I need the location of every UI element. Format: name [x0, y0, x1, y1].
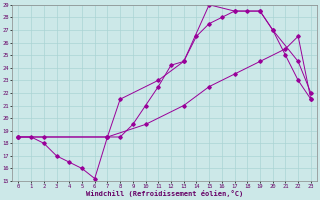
X-axis label: Windchill (Refroidissement éolien,°C): Windchill (Refroidissement éolien,°C) — [86, 190, 243, 197]
